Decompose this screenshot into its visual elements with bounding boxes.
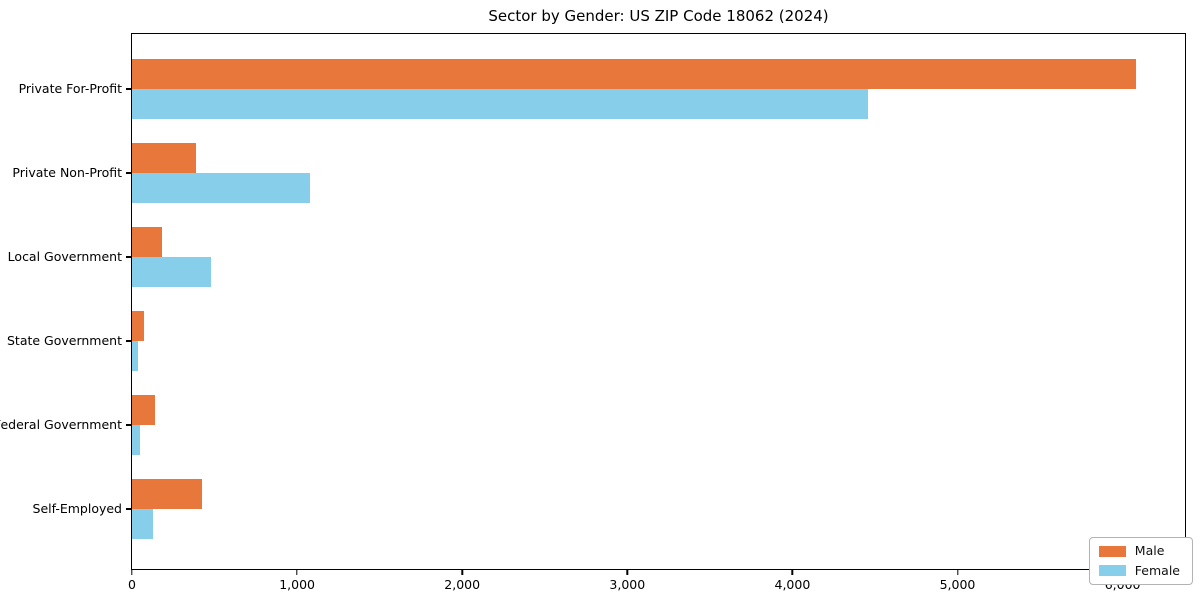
x-tick-3 xyxy=(626,569,628,575)
x-tick-label-5: 5,000 xyxy=(939,577,976,592)
chart-title: Sector by Gender: US ZIP Code 18062 (202… xyxy=(488,7,829,25)
y-tick-label-5: Self-Employed xyxy=(32,501,122,517)
y-tick-label-3: State Government xyxy=(6,333,122,349)
bar-male-2 xyxy=(132,227,162,257)
y-tick-label-1: Private Non-Profit xyxy=(12,165,122,181)
legend-entry-male: Male xyxy=(1098,543,1180,558)
x-tick-label-2: 2,000 xyxy=(444,577,481,592)
bar-female-3 xyxy=(132,341,138,371)
y-tick-4 xyxy=(126,424,132,426)
x-tick-1 xyxy=(296,569,298,575)
plot-area: Private For-Profit Private Non-Profit Loca… xyxy=(0,33,1186,592)
legend-swatch-male xyxy=(1098,545,1126,557)
legend-swatch-female xyxy=(1098,565,1126,577)
x-tick-0 xyxy=(131,569,133,575)
x-tick-2 xyxy=(461,569,463,575)
x-tick-5 xyxy=(956,569,959,575)
legend-label-male: Male xyxy=(1134,543,1165,558)
y-tick-label-2: Local Government xyxy=(7,249,122,265)
legend-entry-female: Female xyxy=(1098,562,1180,578)
x-tick-label-3: 3,000 xyxy=(609,577,646,592)
bar-male-4 xyxy=(132,395,156,425)
x-tick-label-0: 0 xyxy=(128,577,136,592)
bar-female-0 xyxy=(132,89,869,119)
bar-female-4 xyxy=(132,425,140,455)
bar-female-1 xyxy=(132,173,311,203)
legend-label-female: Female xyxy=(1134,562,1180,578)
y-tick-5 xyxy=(126,508,132,510)
y-tick-label-4: Federal Government xyxy=(0,417,122,433)
y-tick-0 xyxy=(126,88,132,90)
y-tick-label-0: Private For-Profit xyxy=(18,81,122,97)
x-tick-label-1: 1,000 xyxy=(279,577,315,592)
y-tick-2 xyxy=(126,256,132,258)
bar-male-5 xyxy=(132,479,203,509)
bar-male-0 xyxy=(132,59,1136,89)
bar-female-2 xyxy=(132,257,212,287)
x-tick-label-4: 4,000 xyxy=(774,577,811,592)
y-tick-1 xyxy=(126,172,132,174)
bar-male-3 xyxy=(132,311,144,341)
x-tick-4 xyxy=(791,569,794,575)
bar-female-5 xyxy=(132,509,153,539)
legend: Male Female xyxy=(1088,537,1193,585)
y-tick-3 xyxy=(126,340,132,342)
bar-male-1 xyxy=(132,143,197,173)
